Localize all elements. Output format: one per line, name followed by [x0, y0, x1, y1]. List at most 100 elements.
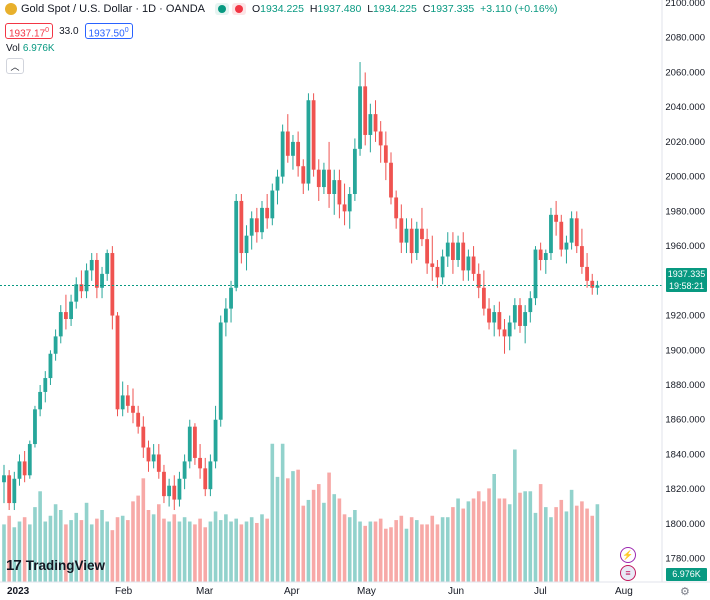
- candle: [131, 388, 135, 424]
- candle: [203, 457, 208, 497]
- tradingview-mark-icon: 17: [6, 557, 22, 574]
- volume-bar: [89, 524, 94, 582]
- candle: [280, 124, 285, 184]
- volume-bar: [368, 521, 373, 582]
- volume-bar: [564, 511, 569, 582]
- candle-body: [507, 322, 512, 337]
- candle-body: [420, 228, 424, 240]
- volume-bar: [151, 514, 156, 582]
- buy-button[interactable]: 1937.500: [84, 23, 133, 39]
- bar-countdown: 19:58:21: [668, 281, 705, 291]
- volume-bar: [22, 517, 27, 582]
- candle-body: [218, 322, 223, 420]
- volume-bar: [316, 484, 321, 582]
- volume-histogram: [2, 443, 600, 582]
- volume-bar: [471, 498, 476, 582]
- candle: [507, 315, 512, 351]
- market-status[interactable]: [215, 3, 246, 15]
- candle-body: [543, 253, 548, 260]
- candle-body: [64, 312, 68, 320]
- data-status-icon: [232, 3, 246, 15]
- volume-bar: [482, 501, 486, 582]
- candle: [425, 228, 430, 274]
- candle: [38, 385, 43, 417]
- volume-bar: [554, 507, 558, 582]
- candle: [538, 242, 543, 271]
- candle-body: [373, 114, 378, 132]
- y-tick-label: 1980.000: [665, 206, 705, 217]
- us-flag-icon[interactable]: ≡: [620, 565, 636, 581]
- volume-bar: [64, 524, 68, 582]
- candle-body: [254, 218, 259, 233]
- candle-body: [7, 475, 12, 504]
- candle: [311, 93, 316, 177]
- candle-body: [383, 145, 388, 163]
- candle: [265, 194, 270, 229]
- candle-body: [244, 235, 249, 254]
- volume-bar: [17, 521, 22, 582]
- candle: [187, 419, 192, 469]
- candle-body: [177, 478, 182, 500]
- volume-bar: [580, 501, 584, 582]
- candle-body: [574, 218, 579, 247]
- candle-body: [79, 284, 84, 292]
- candle: [48, 350, 53, 385]
- candle: [414, 221, 419, 260]
- candle-body: [33, 409, 37, 445]
- volume-bar: [187, 521, 192, 582]
- gear-icon[interactable]: ⚙: [680, 586, 690, 598]
- candle-body: [389, 162, 393, 198]
- candle-body: [399, 218, 404, 243]
- candle-body: [182, 461, 187, 479]
- volume-bar: [255, 522, 259, 582]
- y-tick-label: 1920.000: [665, 311, 705, 322]
- candle: [146, 440, 151, 472]
- market-open-icon: [215, 3, 229, 15]
- candle: [94, 253, 99, 299]
- candle: [208, 454, 213, 497]
- volume-legend[interactable]: Vol 6.976K: [6, 43, 55, 54]
- candle-body: [136, 412, 141, 427]
- candle: [79, 270, 84, 299]
- candle: [358, 62, 362, 156]
- candle: [569, 211, 574, 250]
- tradingview-logo[interactable]: 17 TradingView: [6, 557, 105, 574]
- candle: [590, 273, 595, 295]
- volume-bar: [353, 510, 357, 582]
- volume-bar: [451, 507, 455, 582]
- candle-body: [316, 169, 321, 188]
- close-value: 1937.335: [430, 3, 475, 15]
- candle: [162, 464, 166, 504]
- candle: [347, 187, 352, 229]
- volume-bar: [2, 524, 6, 582]
- x-tick-label: May: [357, 586, 376, 597]
- symbol-title[interactable]: Gold Spot / U.S. Dollar · 1D · OANDA: [21, 3, 205, 15]
- candle: [559, 214, 564, 257]
- volume-bar: [33, 507, 37, 582]
- candle: [549, 207, 553, 260]
- candle: [110, 246, 115, 330]
- volume-bar: [260, 514, 264, 582]
- collapse-legend-button[interactable]: ︿: [6, 58, 24, 74]
- candle-body: [456, 242, 460, 260]
- candle: [218, 315, 223, 427]
- sell-button[interactable]: 1937.170: [5, 23, 54, 39]
- volume-bar: [445, 517, 450, 582]
- candle: [105, 249, 110, 281]
- candle: [523, 305, 528, 344]
- lightning-icon[interactable]: ⚡: [620, 547, 636, 563]
- candle-body: [84, 270, 89, 292]
- candle-body: [141, 426, 146, 448]
- candle: [260, 200, 264, 240]
- candle-body: [590, 280, 595, 288]
- candle-body: [559, 221, 564, 250]
- change-value: +3.110 (+0.16%): [480, 3, 558, 15]
- candle: [316, 159, 321, 201]
- candle: [43, 371, 48, 403]
- volume-bar: [373, 521, 378, 582]
- candle: [378, 121, 383, 163]
- candle: [53, 329, 58, 361]
- high-value: 1937.480: [317, 3, 362, 15]
- volume-bar: [275, 476, 280, 582]
